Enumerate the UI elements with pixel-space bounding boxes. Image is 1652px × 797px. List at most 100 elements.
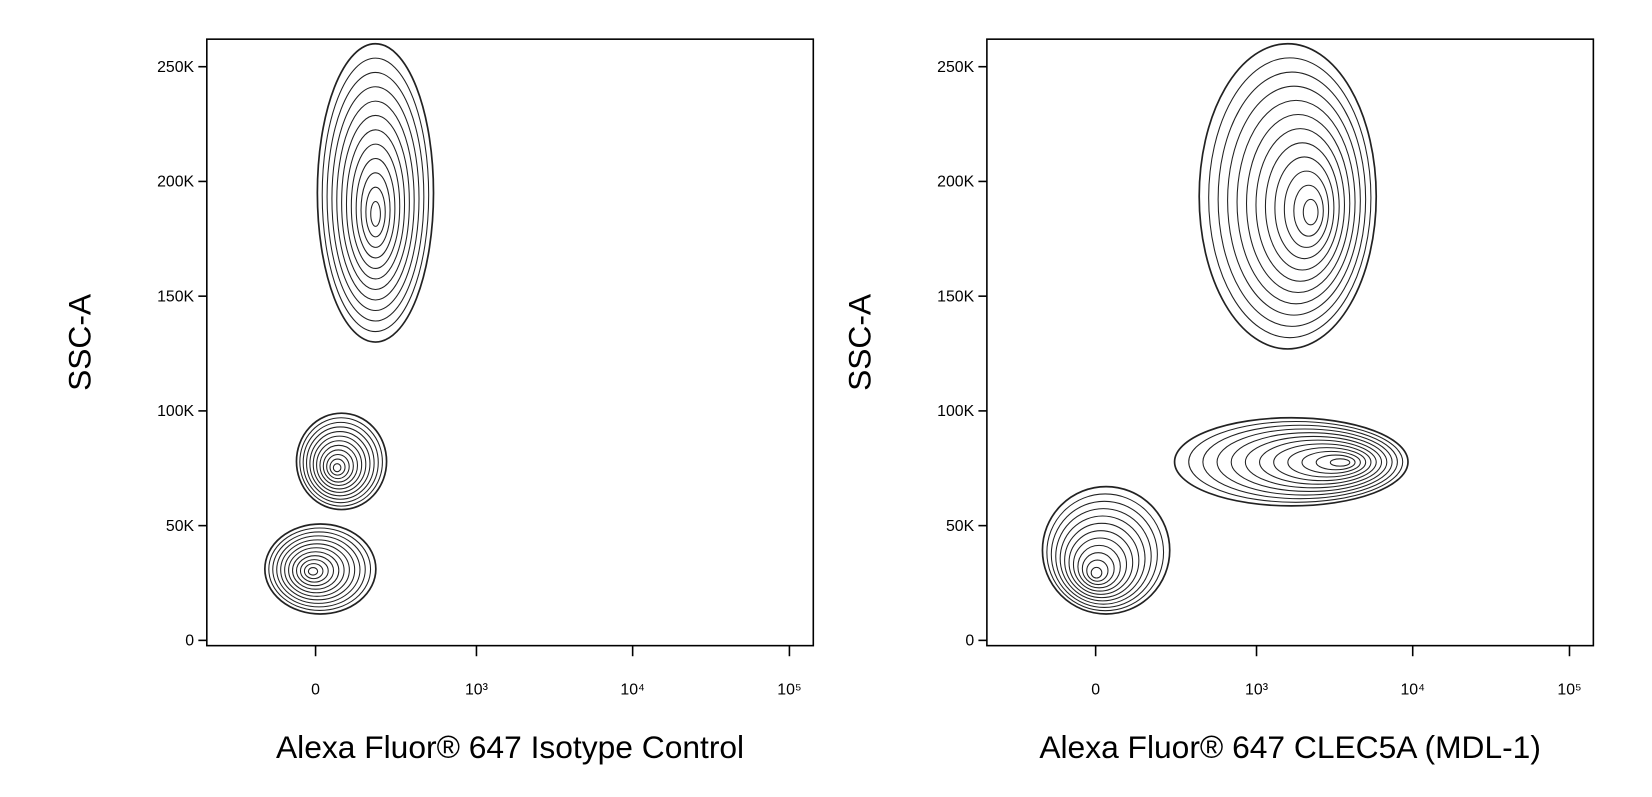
contour-ring	[1090, 566, 1103, 579]
contour-ring	[306, 426, 375, 500]
x-tick-label: 0	[1091, 681, 1100, 698]
contour-ring	[336, 100, 415, 301]
y-axis-title: SSC-A	[841, 293, 877, 391]
contour-ring	[332, 463, 342, 473]
contour-ring	[1293, 184, 1324, 237]
contour-ring	[1264, 142, 1340, 271]
contour-ring	[1244, 435, 1383, 489]
contour-ring	[280, 539, 356, 601]
y-tick-label: 150K	[157, 288, 194, 305]
contour-ring	[264, 523, 377, 615]
contour-ring	[276, 535, 361, 604]
y-tick-label: 200K	[937, 174, 974, 191]
y-tick-label: 150K	[937, 288, 974, 305]
x-tick-label: 10⁵	[777, 681, 801, 698]
contour-ring	[299, 559, 329, 583]
contour-ring	[1198, 42, 1378, 350]
contour-ring	[1068, 530, 1134, 595]
contour-ring	[341, 114, 410, 291]
contour-ring	[272, 531, 366, 608]
x-tick-label: 10⁵	[1557, 681, 1581, 698]
contour-ring	[1217, 71, 1367, 327]
contour-ring	[370, 200, 381, 227]
contour-ring	[326, 71, 425, 322]
plot: 0 50K 100K 150K 200K 250K 0 10³ 10⁴ 10⁵ Alexa Fluo…	[61, 38, 815, 765]
contour-ring	[1287, 447, 1367, 478]
contour-ring	[1216, 428, 1393, 496]
x-tick-label: 10⁴	[1400, 681, 1425, 698]
contour-ring	[1188, 420, 1404, 503]
contour-ring	[295, 412, 388, 511]
contour-ring	[1202, 424, 1398, 500]
y-tick-label: 0	[965, 633, 974, 650]
contour-ring	[1301, 450, 1361, 474]
contour-ring	[316, 42, 435, 343]
contour-ring	[345, 129, 406, 280]
x-axis-title: Alexa Fluor® 647 CLEC5A (MDL-1)	[1039, 729, 1541, 765]
contour-ring	[292, 551, 340, 590]
contour-ring	[1245, 113, 1351, 294]
contour-ring	[326, 453, 350, 480]
contour-ring	[309, 431, 371, 497]
contour-ring	[284, 543, 350, 597]
contour-ring	[288, 547, 345, 594]
x-tick-label: 0	[311, 681, 320, 698]
contour-ring	[1041, 485, 1171, 615]
x-tick-label: 10⁴	[620, 681, 645, 698]
contour-ring	[295, 555, 335, 587]
contour-ring	[312, 435, 367, 493]
contour-ring	[302, 421, 379, 504]
contour-ring	[303, 563, 324, 580]
contour-ring	[1072, 537, 1128, 592]
contour-ring	[360, 172, 391, 248]
contour-ring	[365, 186, 386, 238]
contour-ring	[1315, 454, 1356, 471]
contour-ring	[350, 143, 401, 269]
contour-ring	[1208, 57, 1372, 339]
contour-ring	[1329, 458, 1351, 467]
contour-ring	[316, 440, 363, 490]
contour-ring	[329, 458, 346, 476]
y-tick-label: 0	[185, 633, 194, 650]
contour-ring	[1302, 198, 1319, 226]
contour-ring	[1173, 416, 1409, 507]
y-tick-label: 100K	[937, 403, 974, 420]
contour-ring	[1274, 156, 1335, 260]
contour-ring	[1081, 552, 1115, 586]
contour-ring	[268, 527, 372, 611]
contour-ring	[322, 449, 354, 483]
contour-ring	[1077, 544, 1121, 589]
contour-ring	[1050, 500, 1158, 608]
x-axis-title: Alexa Fluor® 647 Isotype Control	[276, 729, 744, 765]
contour-ring	[321, 57, 430, 333]
y-tick-label: 200K	[157, 174, 194, 191]
contour-ring	[1055, 508, 1152, 605]
y-tick-label: 50K	[166, 518, 195, 535]
contour-ring	[1059, 515, 1146, 602]
contour-ring	[1230, 432, 1388, 492]
y-tick-label: 100K	[157, 403, 194, 420]
y-tick-label: 50K	[946, 518, 975, 535]
y-axis-title: SSC-A	[61, 293, 97, 391]
contour-ring	[1227, 85, 1361, 316]
contour-ring	[319, 444, 359, 487]
contour-ring	[331, 86, 420, 312]
contour-ring	[307, 567, 319, 576]
contour-ring	[1255, 128, 1346, 282]
plot-frame	[986, 38, 1595, 647]
y-tick-label: 250K	[157, 59, 194, 76]
contour-ring	[1064, 522, 1140, 599]
contour-ring	[355, 157, 396, 259]
contour-ring	[1283, 170, 1330, 248]
contour-ring	[1259, 439, 1377, 485]
contour-ring	[299, 417, 383, 507]
x-tick-label: 10³	[1245, 681, 1268, 698]
plot: 0 50K 100K 150K 200K 250K 0 10³ 10⁴ 10⁵ Alexa Fluo…	[841, 38, 1595, 765]
y-tick-label: 250K	[937, 59, 974, 76]
contour-ring	[1273, 443, 1372, 482]
x-tick-label: 10³	[465, 681, 488, 698]
contour-ring	[1086, 559, 1109, 582]
contour-ring	[1236, 99, 1356, 305]
